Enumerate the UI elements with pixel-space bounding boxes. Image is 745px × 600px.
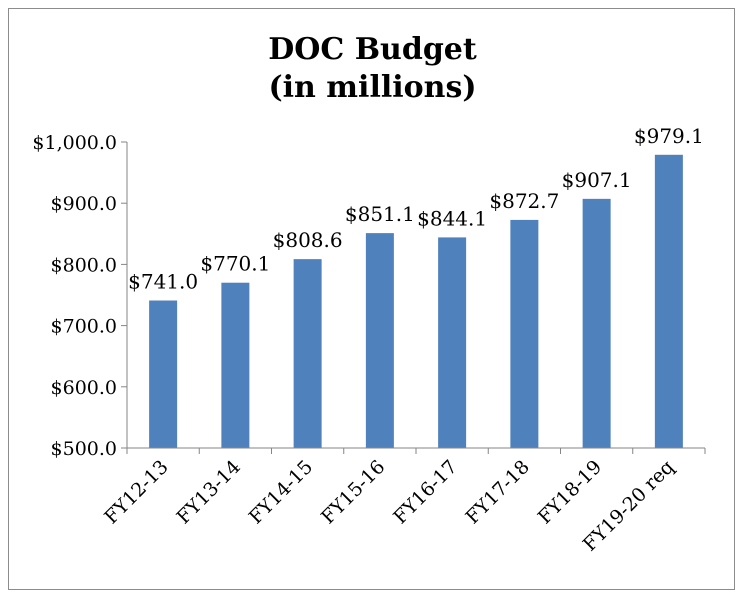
y-tick-label: $900.0 [51, 193, 117, 215]
chart-subtitle: (in millions) [268, 70, 477, 105]
bar [365, 233, 394, 448]
labels-group: $741.0 FY12-13 $770.1 FY13-14 $808.6 FY14-15 $… [100, 124, 704, 556]
bar [438, 237, 467, 448]
bar [510, 219, 539, 448]
axes-group: $500.0 $600.0 $700.0 $800.0 $900.0 $1,000.0 [32, 132, 706, 460]
x-tick-label: FY12-13 [100, 456, 172, 528]
bar [654, 154, 683, 448]
y-tick-label: $500.0 [51, 438, 117, 460]
data-label: $872.7 [489, 189, 559, 213]
x-tick-label: FY14-15 [245, 456, 317, 528]
data-label: $979.1 [634, 124, 704, 148]
x-tick-label: FY18-19 [534, 456, 606, 528]
x-tick-label: FY16-17 [389, 456, 461, 528]
data-label: $770.1 [200, 252, 270, 276]
y-tick-label: $600.0 [51, 377, 117, 399]
data-label: $907.1 [562, 168, 632, 192]
x-tick-label: FY15-16 [317, 456, 389, 528]
bar [582, 198, 611, 448]
y-tick-label: $1,000.0 [32, 132, 117, 154]
data-label: $741.0 [128, 270, 198, 294]
bar [293, 259, 322, 448]
bars-group [149, 154, 683, 448]
x-tick-label: FY17-18 [461, 456, 533, 528]
x-tick-label: FY13-14 [172, 456, 244, 528]
data-label: $808.6 [273, 228, 343, 252]
y-tick-label: $700.0 [51, 316, 117, 338]
bar [149, 300, 178, 448]
data-label: $851.1 [345, 202, 415, 226]
bar [221, 282, 250, 448]
data-label: $844.1 [417, 206, 487, 230]
chart-title: DOC Budget [268, 32, 477, 67]
y-tick-label: $800.0 [51, 254, 117, 276]
